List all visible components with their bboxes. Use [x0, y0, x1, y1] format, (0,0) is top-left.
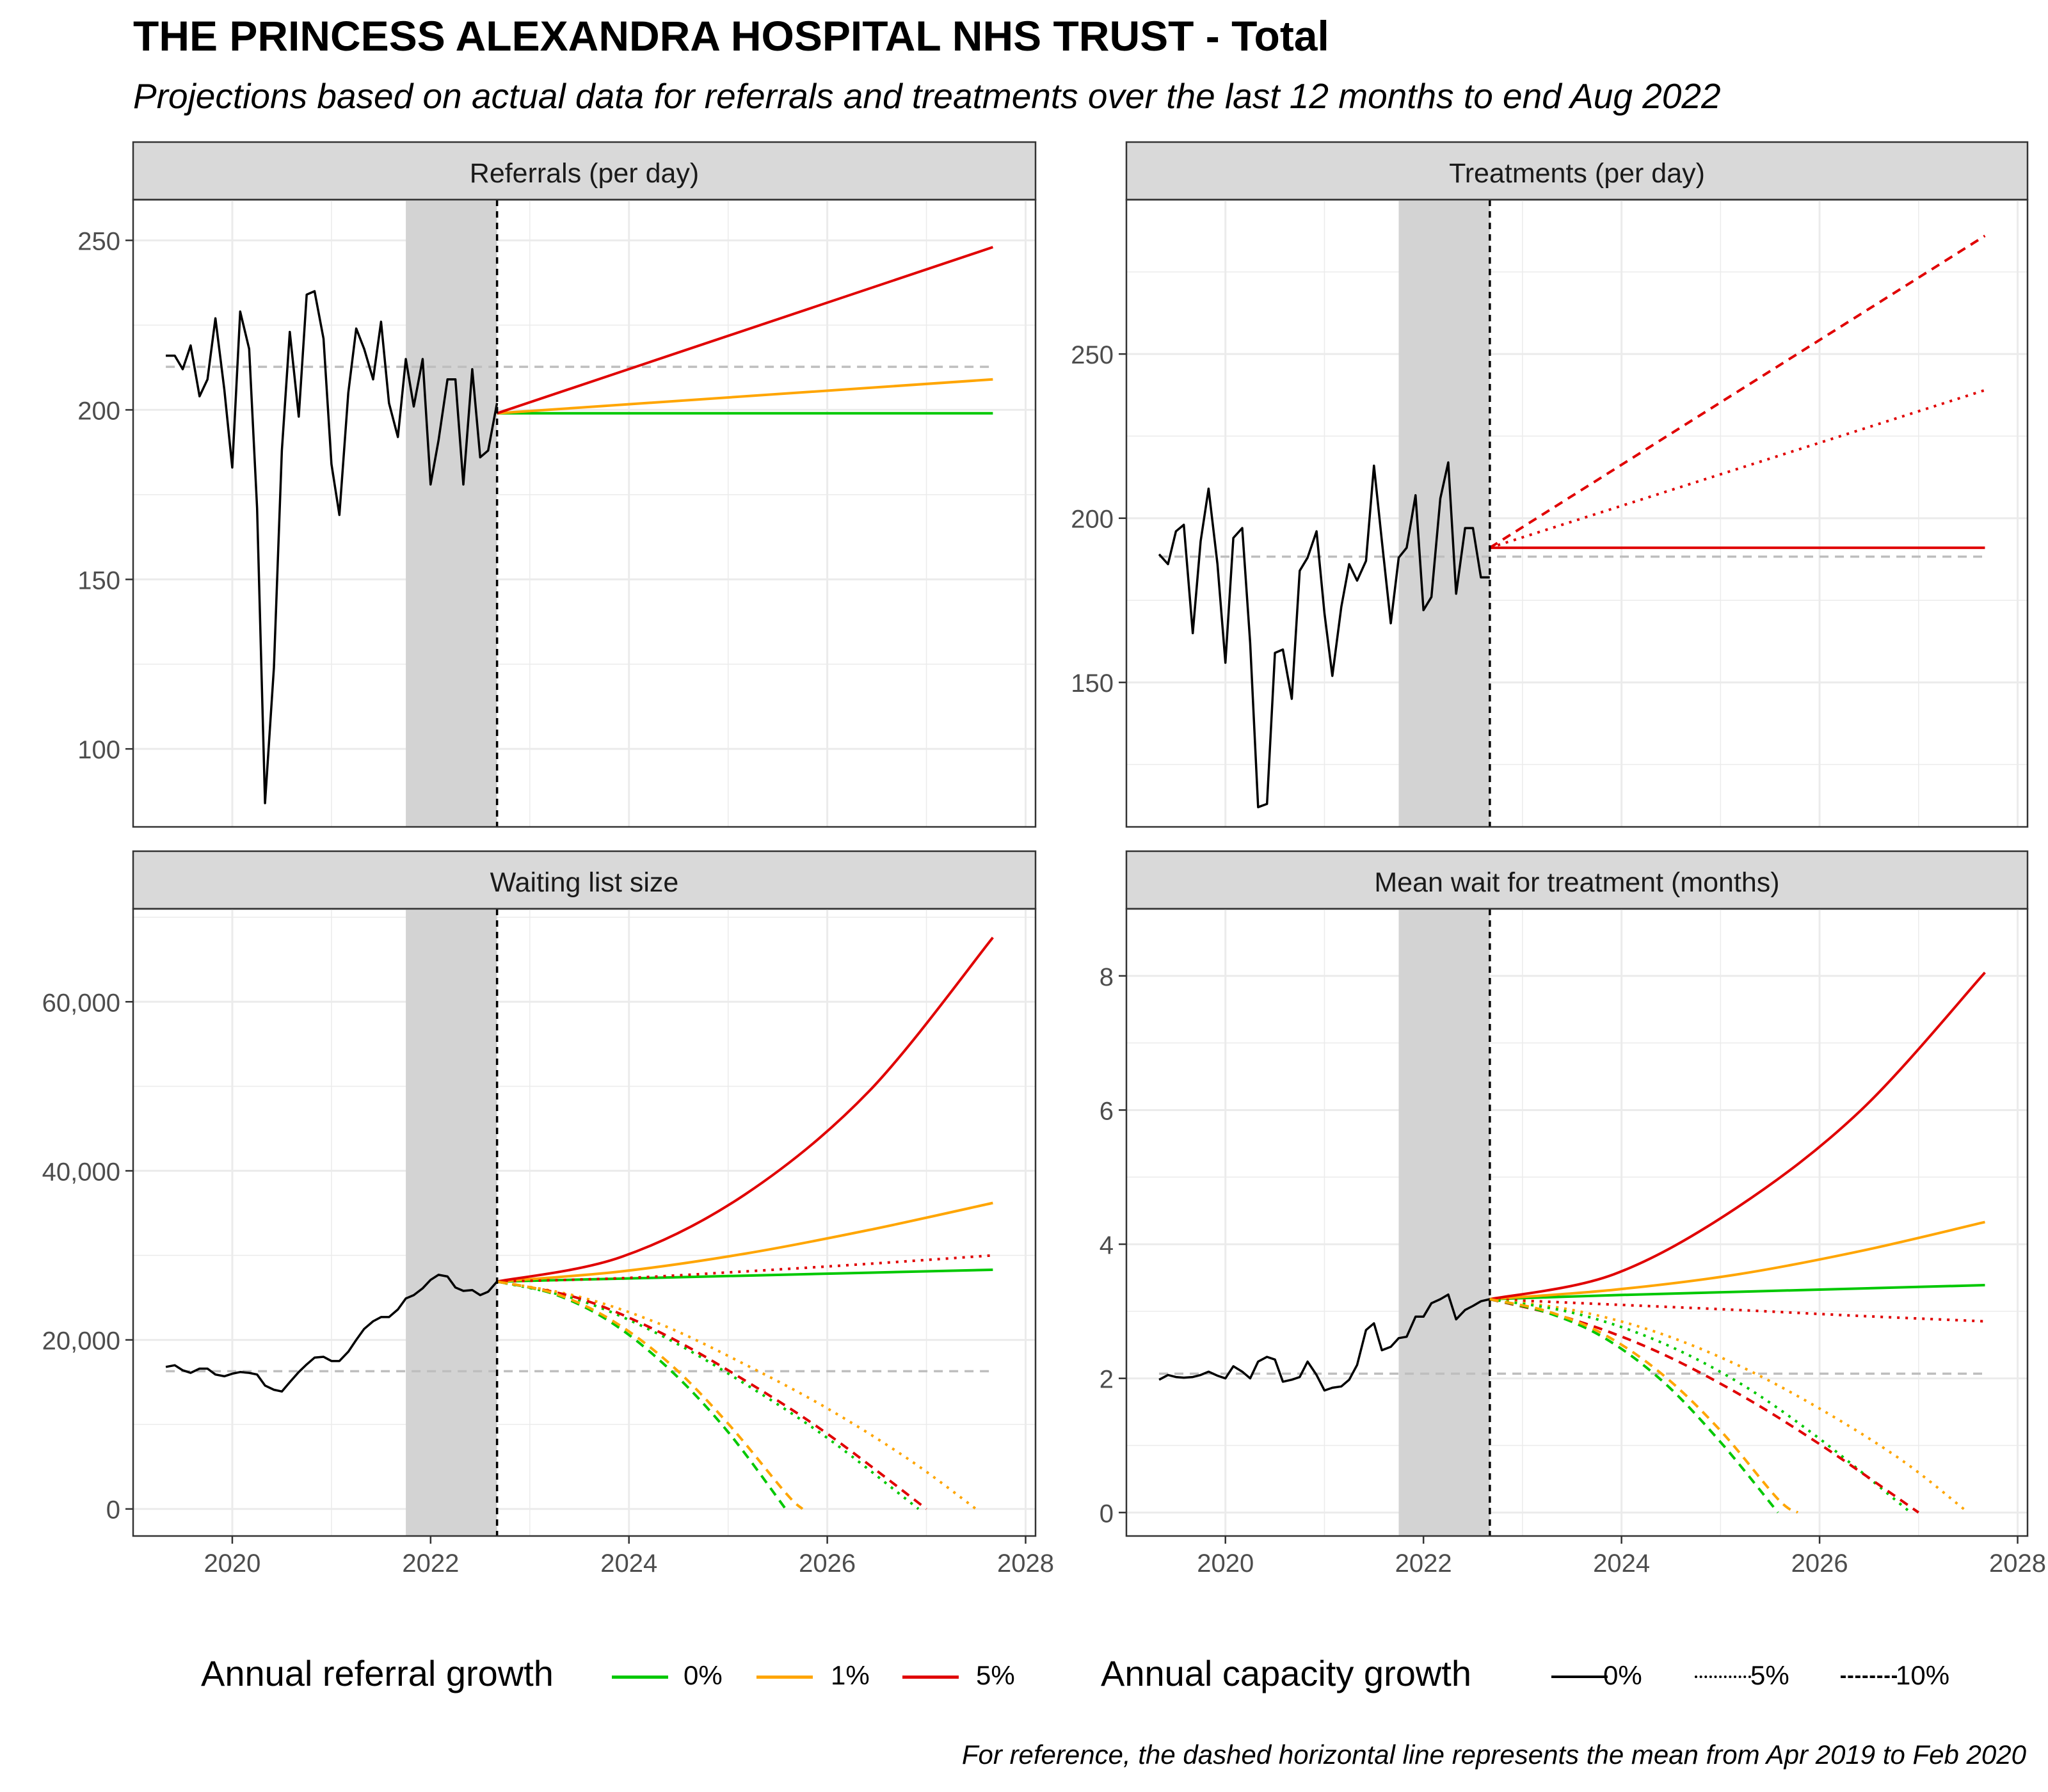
y-tick-label: 0: [106, 1496, 120, 1524]
y-tick-label: 4: [1100, 1231, 1114, 1260]
x-tick-label: 2028: [1989, 1549, 2046, 1578]
projection-line-ref5-cap10: [1489, 1298, 1919, 1514]
panel-border: [132, 908, 1037, 1537]
panel-strip: [1125, 141, 2029, 201]
chart-subtitle: Projections based on actual data for ref…: [133, 76, 1721, 116]
panel-4: Mean wait for treatment (months) 0 2 4 6 8 202…: [1100, 850, 2046, 1578]
projection-line-ref0-cap5: [497, 1280, 920, 1510]
shaded-period: [1398, 200, 1490, 827]
projection-line-ref1-cap5: [1489, 1298, 1969, 1514]
x-tick-label: 2020: [1197, 1549, 1254, 1578]
y-tick-label: 150: [77, 566, 120, 595]
projection-line-ref1-cap10: [497, 1280, 804, 1510]
panel-strip: [132, 850, 1037, 910]
plot-area: [1126, 909, 2028, 1536]
y-tick-label: 250: [1071, 341, 1114, 369]
projection-line-ref5-cap10: [497, 1280, 927, 1510]
projection-line-ref1-cap0: [497, 378, 993, 415]
legend-referral-key-2: [902, 1676, 959, 1679]
chart-caption: For reference, the dashed horizontal lin…: [961, 1740, 2026, 1770]
y-tick-label: 6: [1100, 1097, 1114, 1125]
panel-2: Treatments (per day) 150 200 250: [1071, 141, 2029, 828]
projection-line-ref0-cap10: [1489, 1298, 1779, 1514]
panel-border: [132, 198, 1037, 828]
y-tick-label: 0: [1100, 1500, 1114, 1528]
plot-area: [1126, 200, 2028, 827]
legend-capacity-key-1: [1695, 1676, 1751, 1678]
y-tick-label: 250: [77, 228, 120, 256]
shaded-period: [406, 909, 497, 1536]
y-tick-label: 2: [1100, 1366, 1114, 1394]
y-tick-label: 20,000: [42, 1327, 120, 1356]
panel-1: Referrals (per day) 100 150 200 250: [77, 141, 1037, 828]
panel-border: [1125, 908, 2029, 1537]
legend-capacity-key-0: [1551, 1676, 1608, 1678]
chart-title: THE PRINCESS ALEXANDRA HOSPITAL NHS TRUS…: [133, 12, 1329, 60]
y-tick-label: 40,000: [42, 1158, 120, 1186]
projection-line-ref0-cap5: [1489, 1298, 1912, 1514]
legend-capacity-label-0: 0%: [1603, 1660, 1642, 1690]
y-tick-label: 60,000: [42, 989, 120, 1017]
projection-line-ref0-cap10: [497, 1280, 787, 1510]
legend-capacity-title: Annual capacity growth: [1101, 1653, 1472, 1693]
panel-strip-label: Referrals (per day): [470, 158, 699, 189]
y-tick-label: 150: [1071, 669, 1114, 698]
x-tick-label: 2022: [1395, 1549, 1452, 1578]
legend-referral-label-2: 5%: [976, 1660, 1015, 1690]
y-tick-label: 8: [1100, 963, 1114, 991]
panel-border: [1125, 198, 2029, 828]
projection-line-ref5-cap0: [497, 246, 994, 415]
legend-referral-title: Annual referral growth: [201, 1653, 554, 1693]
panel-strip-label: Treatments (per day): [1449, 158, 1705, 189]
plot-area: [133, 909, 1036, 1536]
x-tick-label: 2026: [799, 1549, 856, 1578]
panel-strip: [1125, 850, 2029, 910]
actual-data-line: [1158, 1293, 1491, 1392]
legend-capacity-label-2: 10%: [1896, 1660, 1950, 1690]
projection-line-ref5-cap0: [1489, 972, 1986, 1300]
x-tick-label: 2020: [204, 1549, 260, 1578]
shaded-period: [406, 200, 497, 827]
projection-line-ref1-cap10: [1489, 1298, 1799, 1514]
actual-data-line: [166, 290, 499, 804]
panel-strip-label: Waiting list size: [490, 867, 679, 898]
projection-line-ref0-cap0: [497, 1268, 993, 1283]
projection-line-ref0-cap0: [1489, 1284, 1985, 1301]
legend-capacity-label-1: 5%: [1750, 1660, 1789, 1690]
legend-referral-label-1: 1%: [831, 1660, 870, 1690]
projection-line-ref5-cap10: [1489, 234, 1986, 549]
x-tick-label: 2022: [402, 1549, 459, 1578]
projection-line-ref1-cap5: [497, 1280, 977, 1510]
y-tick-label: 200: [77, 397, 120, 425]
projection-line-ref1-cap0: [497, 1201, 993, 1283]
projection-line-ref5-cap5: [1489, 388, 1986, 549]
x-tick-label: 2024: [1593, 1549, 1650, 1578]
y-tick-label: 200: [1071, 506, 1114, 534]
shaded-period: [1398, 909, 1490, 1536]
x-tick-label: 2024: [600, 1549, 657, 1578]
panel-strip-label: Mean wait for treatment (months): [1374, 867, 1779, 898]
y-tick-label: 100: [77, 736, 120, 764]
projection-line-ref1-cap0: [1489, 1220, 1985, 1301]
projection-line-ref5-cap0: [497, 936, 994, 1283]
plot-area: [133, 200, 1036, 827]
legend-referral-key-1: [756, 1676, 813, 1679]
x-tick-label: 2026: [1791, 1549, 1848, 1578]
actual-data-line: [165, 1274, 498, 1393]
legend-capacity-key-2: [1841, 1676, 1897, 1678]
panel-3: Waiting list size 0 20,000 40,000 60,000 2020…: [42, 850, 1054, 1578]
legend-referral-key-0: [612, 1676, 668, 1679]
x-tick-label: 2028: [997, 1549, 1054, 1578]
legend-referral-label-0: 0%: [684, 1660, 723, 1690]
actual-data-line: [1158, 461, 1490, 808]
